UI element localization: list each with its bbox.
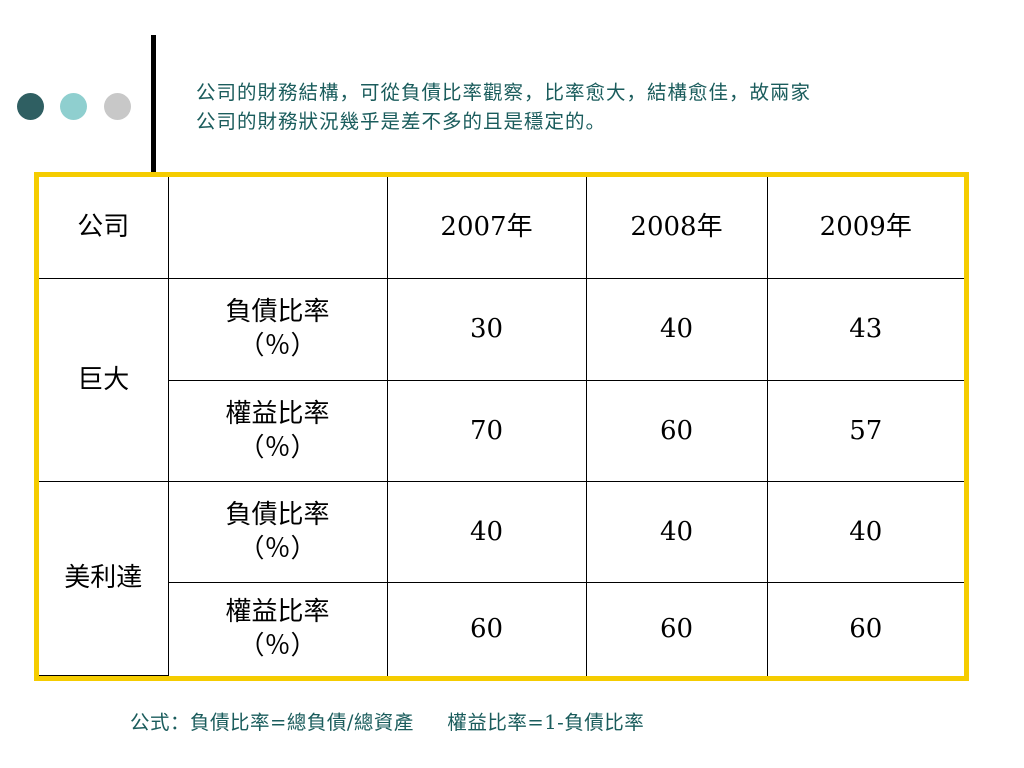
value-cell: 30: [386, 277, 587, 381]
header-year-2008: 2008年: [585, 177, 768, 279]
title-divider: [151, 35, 156, 175]
table-header-row: 公司 2007年 2008年 2009年: [39, 177, 964, 279]
metric-label: 權益比率: [225, 398, 330, 429]
metric-unit: （％）: [238, 432, 317, 463]
value-cell: 60: [585, 379, 768, 482]
company-cell: 美利達: [39, 480, 169, 676]
value-cell: 40: [585, 277, 768, 381]
gray-dot-icon: [104, 93, 131, 120]
value-cell: 40: [386, 480, 587, 583]
formula-note: 公式：負債比率=總負債/總資產 權益比率=1-負債比率: [130, 711, 645, 734]
company-cell: 巨大: [39, 277, 169, 482]
metric-unit: （％）: [238, 331, 317, 361]
slide-heading: 公司的財務結構，可從負債比率觀察，比率愈大，結構愈佳，故兩家 公司的財務狀況幾乎…: [196, 78, 986, 136]
heading-line-2: 公司的財務狀況幾乎是差不多的且是穩定的。: [196, 110, 607, 133]
value-cell: 43: [766, 277, 964, 381]
metric-label: 權益比率: [225, 597, 330, 627]
header-company: 公司: [39, 177, 169, 279]
table-row: 美利達 負債比率 （％） 40 40 40: [39, 480, 964, 676]
ratio-table: 公司 2007年 2008年 2009年 巨大 負債比率 （％） 30 40 4…: [39, 177, 964, 676]
value-cell: 60: [766, 581, 964, 676]
value-cell: 60: [585, 581, 768, 676]
dark-dot-icon: [17, 93, 44, 120]
value-cell: 60: [386, 581, 587, 676]
table-row: 權益比率 （％） 60 60 60: [39, 581, 964, 676]
table-row: 巨大 負債比率 （％） 30 40 43: [39, 277, 964, 482]
value-cell: 57: [766, 379, 964, 482]
metric-cell: 權益比率 （％）: [168, 379, 388, 482]
light-dot-icon: [60, 93, 87, 120]
value-cell: 40: [766, 480, 964, 583]
value-cell: 70: [386, 379, 587, 482]
metric-cell: 負債比率 （％）: [167, 277, 388, 381]
heading-line-1: 公司的財務結構，可從負債比率觀察，比率愈大，結構愈佳，故兩家: [196, 81, 812, 104]
value-cell: 40: [585, 480, 768, 583]
header-metric: [167, 177, 388, 279]
header-year-2009: 2009年: [766, 177, 964, 279]
metric-cell: 負債比率 （％）: [167, 480, 388, 583]
metric-label: 負債比率: [225, 499, 330, 530]
metric-cell: 權益比率 （％）: [168, 581, 388, 676]
table-row: 權益比率 （％） 70 60 57: [39, 379, 964, 482]
header-year-2007: 2007年: [386, 177, 587, 279]
metric-unit: （％）: [238, 631, 317, 661]
metric-unit: （％）: [238, 533, 317, 564]
metric-label: 負債比率: [225, 297, 330, 327]
ratio-table-frame: 公司 2007年 2008年 2009年 巨大 負債比率 （％） 30 40 4…: [34, 172, 969, 681]
